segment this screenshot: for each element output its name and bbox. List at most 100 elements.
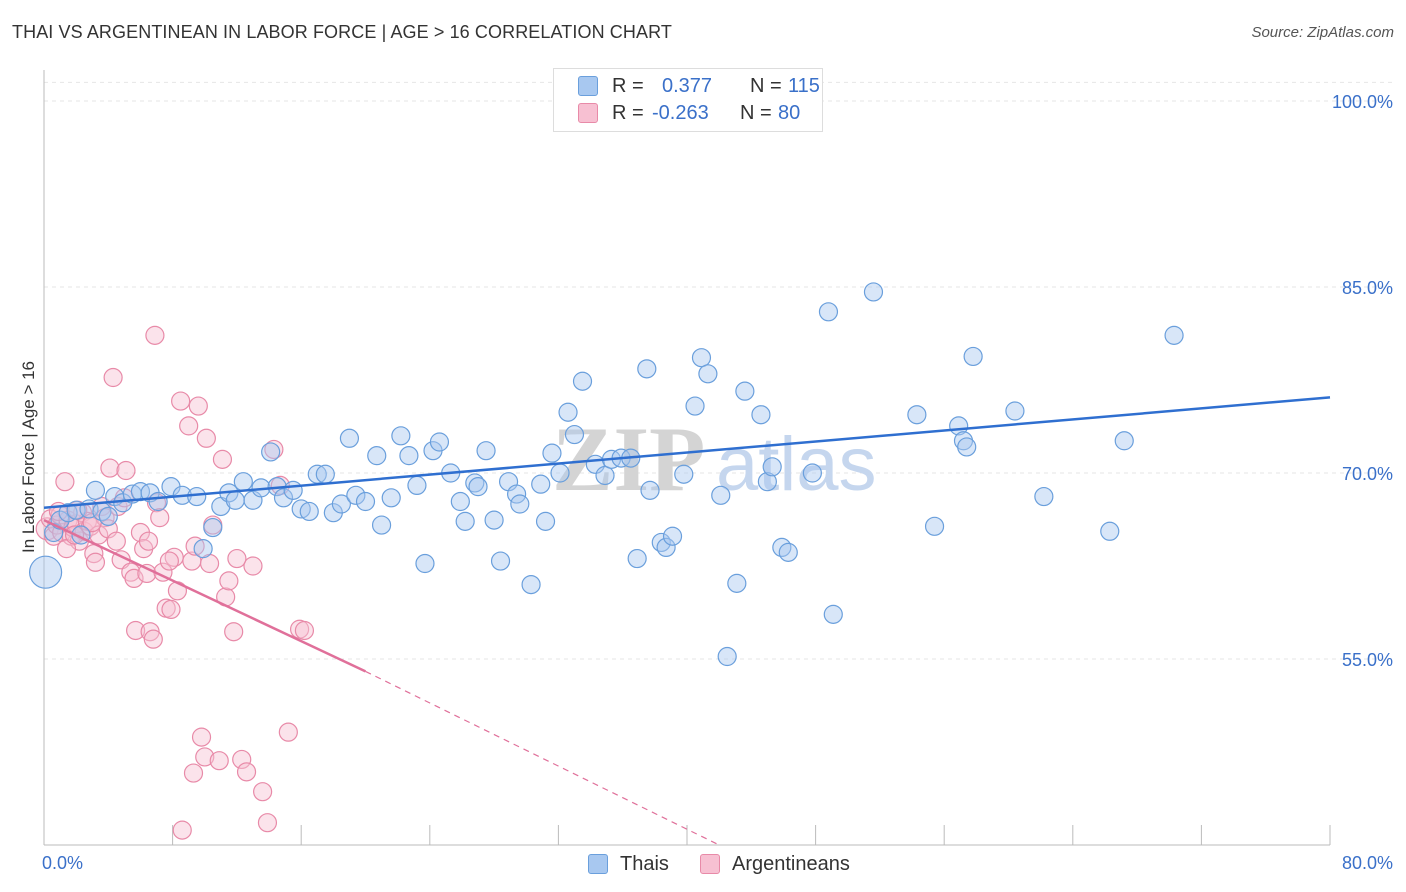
thais-point <box>762 457 782 477</box>
series-swatch-thais <box>588 854 608 874</box>
argentineans-point <box>270 475 290 495</box>
thais-point <box>315 464 335 484</box>
argentineans-point <box>172 820 192 840</box>
argentineans-point <box>232 749 252 770</box>
thais-points <box>29 282 1184 667</box>
argentineans-point <box>145 325 165 345</box>
argentineans-point <box>179 416 199 436</box>
argentineans-point <box>137 563 157 584</box>
thais-point <box>391 426 411 446</box>
argentineans-point <box>126 620 146 641</box>
thais-point <box>371 515 392 535</box>
thais-point <box>415 553 435 574</box>
argentineans-point <box>196 428 216 448</box>
series-label-argentineans: Argentineans <box>732 852 850 875</box>
thais-point <box>535 511 556 531</box>
thais-point <box>863 282 884 302</box>
thais-point <box>818 302 839 322</box>
thais-point <box>273 488 294 508</box>
thais-point <box>550 463 570 483</box>
thais-point <box>711 485 731 505</box>
x-tick-label-max: 80.0% <box>1342 853 1393 873</box>
argentineans-point <box>278 722 298 742</box>
argentineans-point <box>212 449 233 469</box>
y-tick-label: 55.0% <box>1342 650 1393 670</box>
thais-point <box>823 604 843 624</box>
thais-point <box>957 437 977 457</box>
legend-r-value-argentineans: -0.263 <box>652 101 709 124</box>
thais-point <box>778 542 798 562</box>
argentineans-point <box>219 571 239 591</box>
correlation-legend: R = 0.377 N = 115 R = -0.263 N = 80 <box>553 68 823 132</box>
legend-row-argentineans: R = -0.263 N = 80 <box>578 100 800 126</box>
thais-point <box>924 516 945 536</box>
thais-point <box>203 517 223 538</box>
y-tick-label: 70.0% <box>1342 464 1393 484</box>
legend-r-label: R = <box>612 101 644 124</box>
thais-point <box>450 491 470 512</box>
thais-point <box>751 405 771 425</box>
thais-trend-line <box>43 396 1331 509</box>
watermark-zip: ZIP <box>552 408 705 510</box>
argentineans-point <box>150 508 170 528</box>
legend-n-value-argentineans: 80 <box>778 101 801 124</box>
chart-title: THAI VS ARGENTINEAN IN LABOR FORCE | AGE… <box>12 22 672 42</box>
thais-point <box>346 485 366 505</box>
thais-point <box>355 491 376 512</box>
argentineans-trend-extension <box>365 670 720 846</box>
thais-point <box>468 477 488 497</box>
thais-point <box>193 539 213 559</box>
argentineans-point <box>138 531 159 551</box>
argentineans-point <box>103 367 123 388</box>
x-tick-label-min: 0.0% <box>42 853 83 873</box>
thais-point <box>510 494 530 514</box>
argentineans-trend-line <box>43 518 367 673</box>
legend-swatch-thais <box>578 76 598 96</box>
axes <box>43 70 1331 846</box>
source-credit: Source: ZipAtlas.com <box>1251 24 1394 41</box>
legend-n-label: N = <box>740 101 772 124</box>
thais-point <box>490 551 511 571</box>
thais-point <box>627 548 647 569</box>
argentineans-point <box>100 458 120 478</box>
thais-point <box>572 371 593 391</box>
thais-point <box>674 464 694 484</box>
thais-point <box>656 537 676 558</box>
argentineans-point <box>159 551 179 571</box>
thais-point <box>399 446 419 466</box>
thais-point <box>367 446 387 466</box>
legend-r-value-thais: 0.377 <box>662 74 713 97</box>
thais-point <box>299 501 319 522</box>
thais-point <box>381 488 401 508</box>
thais-point <box>233 472 253 492</box>
legend-r-label: R = <box>612 74 644 97</box>
thais-point <box>717 646 737 667</box>
thais-point <box>98 506 118 527</box>
watermark-atlas: atlas <box>716 422 877 507</box>
argentineans-point <box>183 763 204 783</box>
watermark: ZIP atlas <box>552 408 877 510</box>
legend-n-label: N = <box>750 74 782 97</box>
argentineans-point <box>227 548 247 569</box>
thais-point <box>476 441 496 461</box>
thais-point <box>531 474 551 494</box>
thais-point <box>339 428 360 448</box>
thais-point <box>907 405 927 425</box>
thais-point <box>58 503 78 523</box>
thais-point <box>1100 521 1120 541</box>
trend-lines <box>43 396 1331 846</box>
argentineans-point <box>188 396 208 416</box>
argentineans-point <box>124 568 144 589</box>
thais-point <box>465 473 485 493</box>
thais-point <box>148 491 168 512</box>
thais-point <box>407 475 427 495</box>
thais-point <box>521 574 541 595</box>
argentineans-point <box>195 747 215 767</box>
argentineans-point <box>143 629 163 649</box>
thais-point <box>698 364 718 384</box>
thais-point <box>484 510 504 530</box>
thais-point <box>429 432 450 452</box>
series-swatch-argentineans <box>700 854 720 874</box>
legend-n-value-thais: 115 <box>788 74 820 97</box>
